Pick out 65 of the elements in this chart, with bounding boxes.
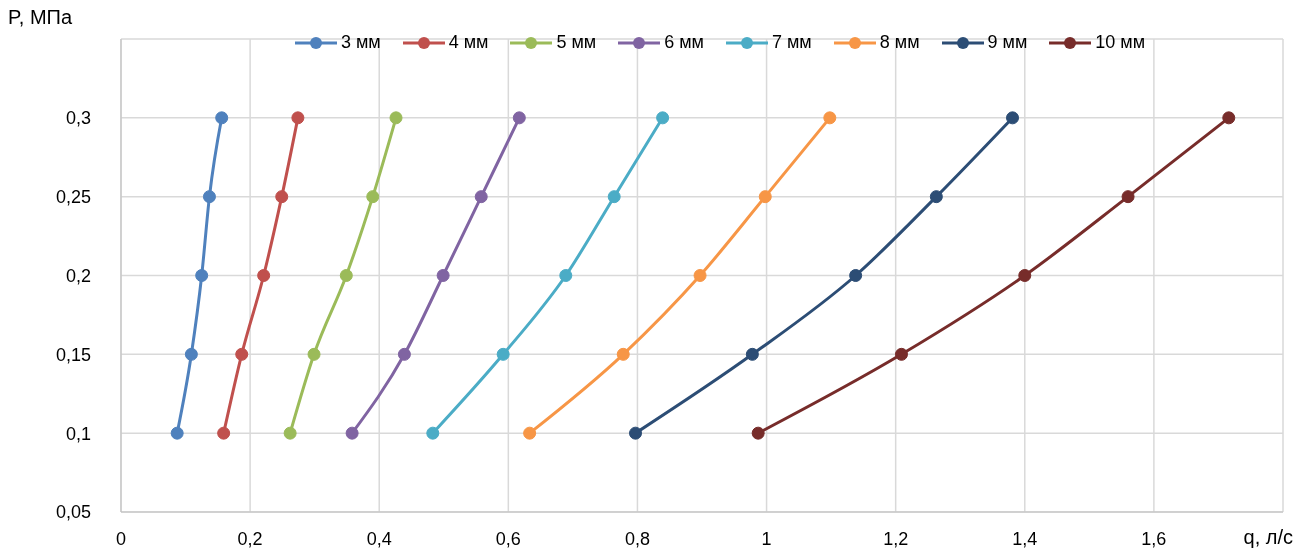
point [195, 269, 209, 282]
point [656, 111, 670, 125]
x-tick-label: 1,6 [1141, 528, 1167, 549]
point [1018, 269, 1032, 282]
point [849, 269, 863, 282]
legend-label: 8 мм [879, 32, 920, 53]
legend-label: 10 мм [1095, 32, 1146, 53]
x-axis-title: q, л/с [1243, 526, 1293, 549]
legend-label: 5 мм [556, 32, 597, 53]
y-tick-label: 0,1 [65, 423, 91, 444]
point [345, 426, 359, 440]
x-tick-label: 0,2 [237, 528, 263, 549]
point [823, 111, 837, 125]
legend-label: 7 мм [771, 32, 812, 53]
point [751, 426, 765, 440]
point [1006, 111, 1020, 125]
point [339, 269, 353, 282]
point [235, 347, 249, 361]
legend-label: 3 мм [340, 32, 381, 53]
y-tick-label: 0,2 [65, 265, 91, 286]
y-tick-label: 0,05 [55, 502, 91, 523]
point [1222, 111, 1236, 125]
point [607, 190, 621, 204]
x-tick-label: 1,4 [1012, 528, 1038, 549]
point [693, 269, 707, 282]
legend-label: 4 мм [448, 32, 489, 53]
y-tick-label: 0,25 [55, 187, 91, 208]
point [758, 190, 772, 204]
point [397, 347, 411, 361]
point [257, 269, 271, 282]
point [202, 190, 216, 204]
point [523, 426, 537, 440]
y-axis-title: P, МПа [8, 6, 73, 29]
x-tick-label: 0,6 [495, 528, 521, 549]
point [512, 111, 526, 125]
point [217, 426, 231, 440]
point [215, 111, 229, 125]
point [389, 111, 403, 125]
legend-label: 9 мм [987, 32, 1028, 53]
x-tick-label: 0,4 [366, 528, 392, 549]
point [170, 426, 184, 440]
point [496, 347, 510, 361]
point [366, 190, 380, 204]
point [559, 269, 573, 282]
x-tick-label: 1,2 [883, 528, 909, 549]
x-tick-label: 0 [115, 528, 127, 549]
point [307, 347, 321, 361]
point [291, 111, 305, 125]
point [616, 347, 630, 361]
point [894, 347, 908, 361]
point [745, 347, 759, 361]
y-tick-label: 0,15 [55, 344, 91, 365]
point [426, 426, 440, 440]
point [283, 426, 297, 440]
point [1121, 190, 1135, 204]
y-tick-label: 0,3 [65, 108, 91, 129]
x-tick-label: 1 [761, 528, 772, 549]
point [929, 190, 943, 204]
point [474, 190, 488, 204]
point [184, 347, 198, 361]
legend-label: 6 мм [664, 32, 704, 53]
point [436, 269, 450, 282]
point [275, 190, 289, 204]
point [629, 426, 643, 440]
x-tick-label: 0,8 [624, 528, 650, 549]
